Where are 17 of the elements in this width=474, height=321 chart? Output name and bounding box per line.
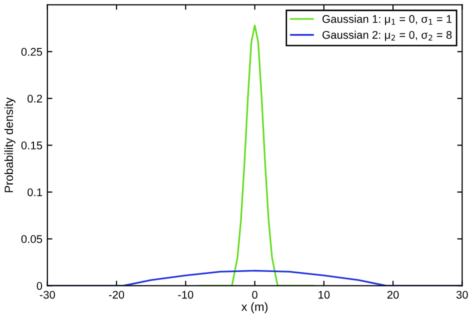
y-tick-label: 0.15 [21,142,42,150]
x-tick-label: 20 [387,290,399,299]
x-axis-title: x (m) [241,302,268,314]
x-tick-label: -20 [108,290,124,299]
x-tick-label: 10 [318,290,330,299]
y-tick-label: 0.05 [21,235,42,244]
x-tick-label: 30 [456,290,468,299]
x-tick-label: -30 [40,290,55,299]
y-tick-label: 0.2 [28,94,42,103]
x-tick-label: -10 [178,290,194,299]
x-tick-label: 0 [252,290,258,299]
y-tick-label: 0.25 [21,48,42,56]
legend-label: Gaussian 2: μ$_{2}$ = 0, σ$_{2}$ = 8 [322,30,452,41]
y-tick-label: 0.1 [28,188,42,196]
y-axis-title: Probability density [4,97,16,192]
y-tick-label: 0 [36,282,42,290]
legend-label: Gaussian 1: μ$_{1}$ = 0, σ$_{1}$ = 1 [322,14,452,25]
